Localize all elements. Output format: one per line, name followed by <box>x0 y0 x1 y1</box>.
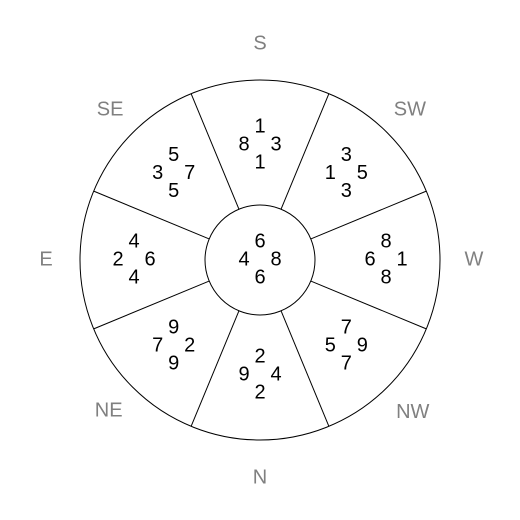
sector-nw-num-left: 5 <box>325 335 336 357</box>
sector-w-num-right: 1 <box>396 248 407 270</box>
sector-s-num-top: 1 <box>254 115 265 137</box>
sector-ne-num-bottom: 9 <box>168 353 179 375</box>
inner-circle <box>205 205 315 315</box>
sector-ne-num-right: 2 <box>184 335 195 357</box>
sector-n-num-bottom: 2 <box>254 381 265 403</box>
sector-s-num-left: 8 <box>238 133 249 155</box>
center-num-left: 4 <box>238 248 249 270</box>
sector-sw-num-top: 3 <box>341 144 352 166</box>
sector-nw-num-bottom: 7 <box>341 353 352 375</box>
sector-n-num-top: 2 <box>254 345 265 367</box>
sector-nw-num-top: 7 <box>341 317 352 339</box>
sector-e-num-right: 6 <box>144 248 155 270</box>
direction-label-w: W <box>465 248 484 270</box>
direction-label-n: N <box>253 466 267 488</box>
sector-divider <box>191 311 239 426</box>
sector-divider <box>94 191 209 239</box>
sector-nw-num-right: 9 <box>357 335 368 357</box>
sector-divider <box>281 311 329 426</box>
direction-label-nw: NW <box>396 401 429 423</box>
sector-sw-num-bottom: 3 <box>341 180 352 202</box>
sector-s-num-right: 3 <box>270 133 281 155</box>
sector-se-num-left: 3 <box>152 162 163 184</box>
sector-n-num-left: 9 <box>238 363 249 385</box>
sector-e-num-bottom: 4 <box>128 266 139 288</box>
sector-n-num-right: 4 <box>270 363 281 385</box>
sector-divider <box>311 191 426 239</box>
sector-sw-num-right: 5 <box>357 162 368 184</box>
sector-w-num-left: 6 <box>364 248 375 270</box>
center-num-bottom: 6 <box>254 266 265 288</box>
sector-ne-num-top: 9 <box>168 317 179 339</box>
center-num-top: 6 <box>254 230 265 252</box>
direction-label-e: E <box>39 248 52 270</box>
direction-label-s: S <box>253 32 266 54</box>
sector-divider <box>94 281 209 329</box>
direction-label-sw: SW <box>394 98 426 120</box>
sector-e-num-left: 2 <box>112 248 123 270</box>
sector-divider <box>311 281 426 329</box>
sector-se-num-top: 5 <box>168 144 179 166</box>
sector-se-num-bottom: 5 <box>168 180 179 202</box>
sector-w-num-top: 8 <box>380 230 391 252</box>
direction-label-ne: NE <box>95 400 123 422</box>
direction-label-se: SE <box>97 98 124 120</box>
sector-e-num-top: 4 <box>128 230 139 252</box>
center-num-right: 8 <box>270 248 281 270</box>
sector-ne-num-left: 7 <box>152 335 163 357</box>
compass-diagram: S1831SW3153W8618NW7597N2942NE9729E4264SE… <box>0 0 520 520</box>
sector-sw-num-left: 1 <box>325 162 336 184</box>
sector-w-num-bottom: 8 <box>380 266 391 288</box>
sector-s-num-bottom: 1 <box>254 151 265 173</box>
sector-divider <box>191 94 239 209</box>
sector-divider <box>281 94 329 209</box>
sector-se-num-right: 7 <box>184 162 195 184</box>
